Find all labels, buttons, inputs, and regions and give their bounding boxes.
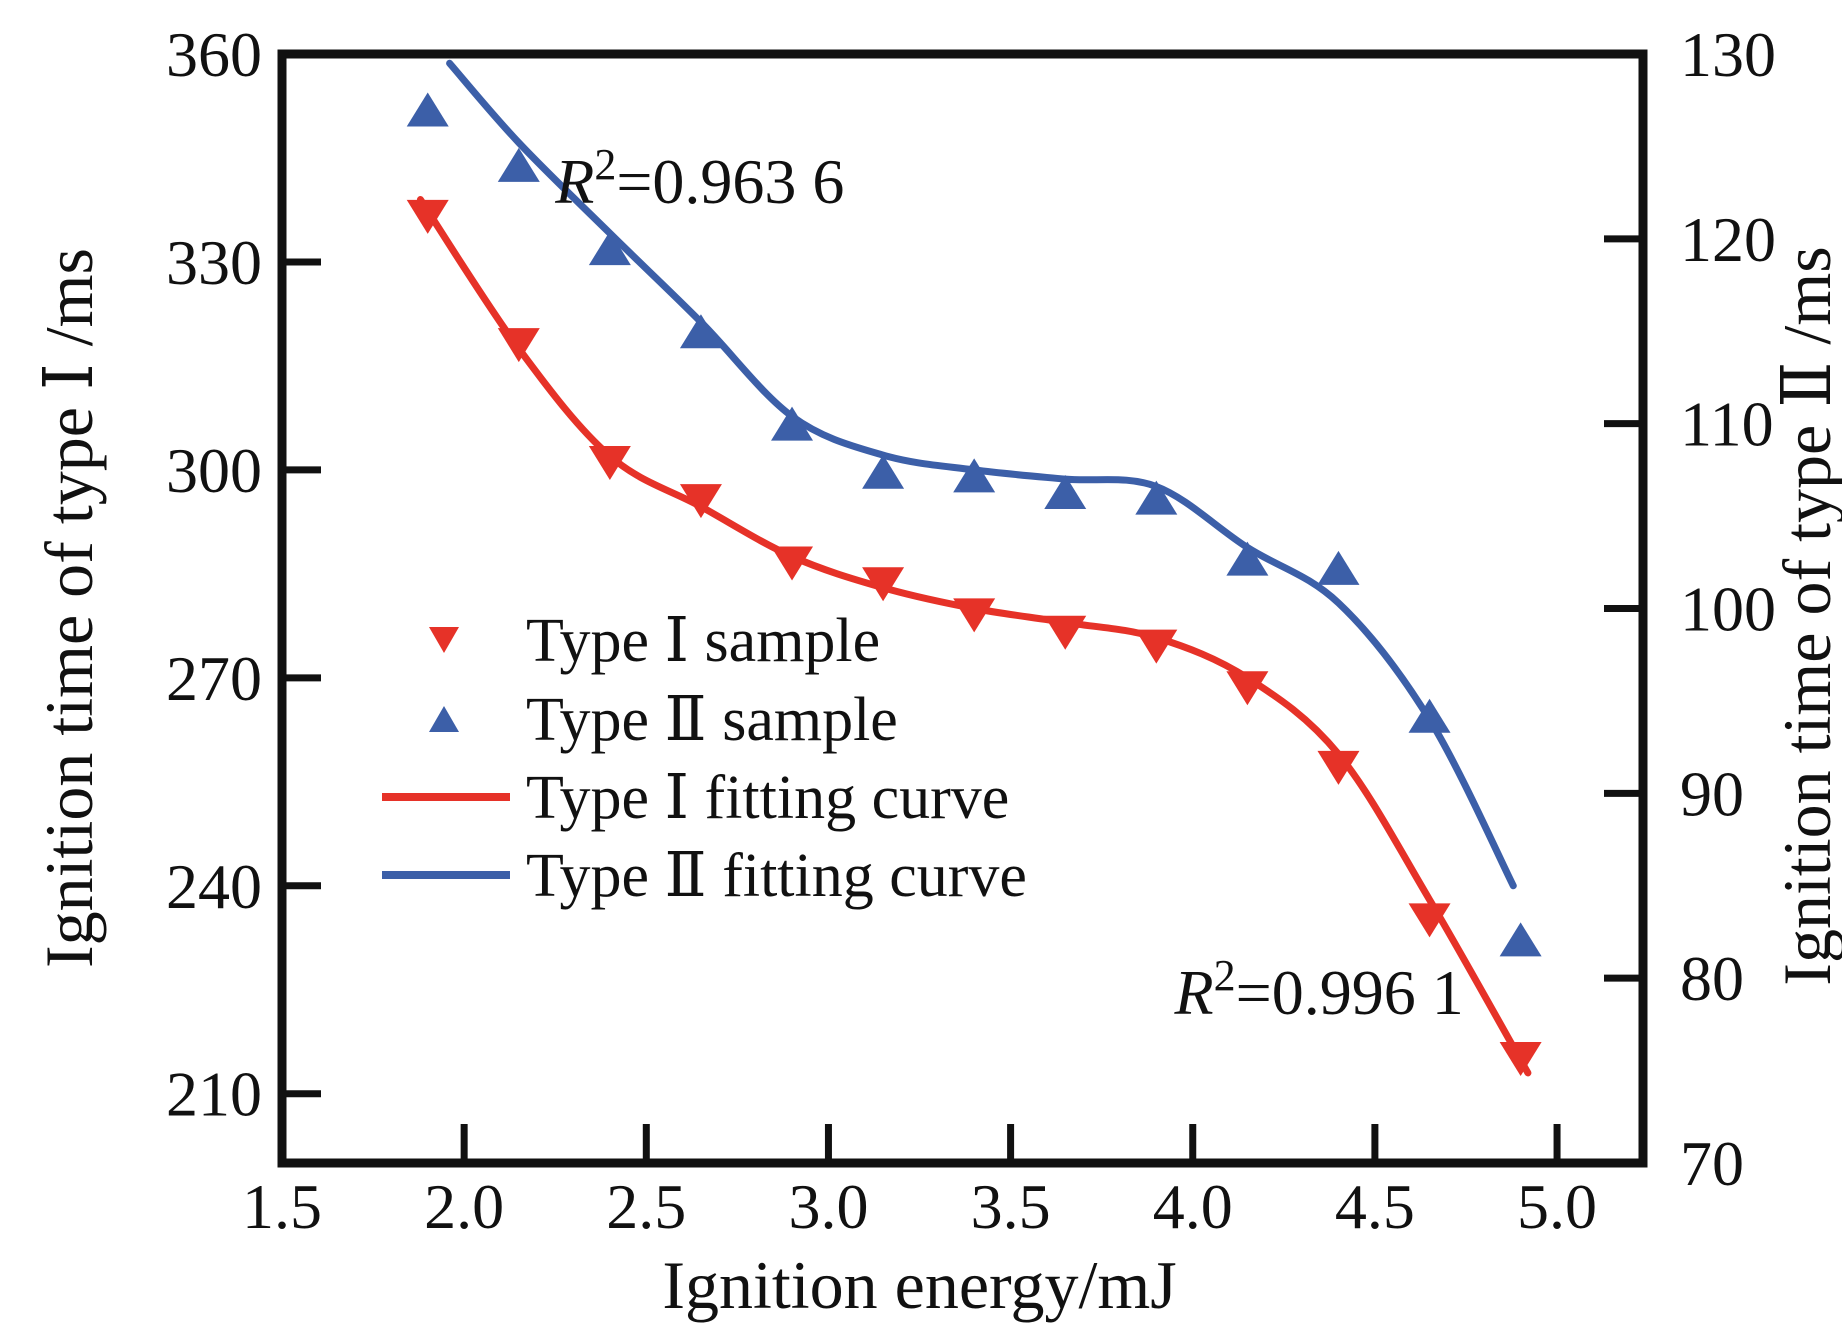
type1-sample-marker bbox=[588, 445, 631, 480]
type2-sample-marker bbox=[953, 458, 996, 493]
legend-item-3: Type Ⅰ fitting curve bbox=[382, 764, 1009, 832]
type1-sample-marker bbox=[1044, 615, 1087, 650]
type1-sample-marker bbox=[1317, 750, 1360, 785]
left-axis-tick-label: 270 bbox=[166, 643, 262, 714]
type2-sample-marker bbox=[1044, 475, 1087, 510]
left-axis-title: Ignition time of type Ⅰ /ms bbox=[40, 248, 107, 968]
left-axis-tick-label: 360 bbox=[166, 19, 262, 90]
left-axis-tick-label: 300 bbox=[166, 435, 262, 506]
type2-sample-marker bbox=[1499, 922, 1542, 957]
x-axis-title: Ignition energy/mJ bbox=[662, 1247, 1176, 1323]
x-axis-tick-label: 2.5 bbox=[606, 1171, 686, 1242]
x-axis-tick-label: 3.0 bbox=[788, 1171, 868, 1242]
type1-sample-marker bbox=[679, 484, 722, 519]
x-axis-tick-label: 1.5 bbox=[242, 1171, 322, 1242]
legend-label: Type Ⅱ sample bbox=[526, 686, 898, 754]
right-axis-tick-label: 90 bbox=[1680, 758, 1744, 829]
right-axis-tick-label: 100 bbox=[1680, 574, 1776, 645]
left-axis-tick-label: 330 bbox=[166, 227, 262, 298]
type1-sample-marker bbox=[771, 546, 814, 581]
right-axis-tick-label: 120 bbox=[1680, 204, 1776, 275]
type1-sample-marker bbox=[953, 598, 996, 633]
type2-sample-marker bbox=[497, 147, 540, 182]
legend-item-1: Type Ⅰ sample bbox=[429, 607, 880, 675]
x-axis-tick-label: 3.5 bbox=[971, 1171, 1051, 1242]
right-axis-title: Ignition time of type Ⅱ /ms bbox=[1769, 246, 1842, 985]
left-axis-tick-label: 210 bbox=[166, 1059, 262, 1130]
type1-sample-marker bbox=[1226, 671, 1269, 706]
type2-sample-marker bbox=[1135, 480, 1178, 515]
legend-label: Type Ⅱ fitting curve bbox=[526, 842, 1027, 910]
legend-label: Type Ⅰ fitting curve bbox=[526, 764, 1009, 832]
r2-type1-annotation: R2=0.996 1 bbox=[1174, 951, 1464, 1028]
legend-label: Type Ⅰ sample bbox=[526, 607, 880, 675]
chart-canvas: 210 240 270 300 330 360 70 80 90 100 110 120 130 1.5 2… bbox=[40, 19, 1842, 1323]
type1-sample-marker bbox=[1408, 903, 1451, 938]
ignition-time-chart: 210 240 270 300 330 360 70 80 90 100 110 120 130 1.5 2… bbox=[40, 16, 1842, 1327]
type2-sample-marker bbox=[862, 454, 905, 489]
type1-sample-marker bbox=[862, 567, 905, 602]
right-axis-tick-label: 70 bbox=[1680, 1128, 1744, 1199]
legend-triangle-down-icon bbox=[429, 627, 459, 653]
type2-sample-marker bbox=[1317, 550, 1360, 585]
x-axis-tick-label: 5.0 bbox=[1517, 1171, 1597, 1242]
type2-sample-marker bbox=[406, 92, 449, 127]
right-axis-tick-label: 80 bbox=[1680, 943, 1744, 1014]
r2-type2-annotation: R2=0.963 6 bbox=[554, 140, 844, 217]
legend-item-4: Type Ⅱ fitting curve bbox=[382, 842, 1027, 910]
legend-item-2: Type Ⅱ sample bbox=[429, 686, 898, 754]
type1-sample-marker bbox=[406, 199, 449, 234]
type2-sample-marker bbox=[679, 314, 722, 349]
type1-sample-marker bbox=[497, 328, 540, 363]
x-axis-tick-label: 4.5 bbox=[1335, 1171, 1415, 1242]
right-axis-tick-label: 130 bbox=[1680, 19, 1776, 90]
right-axis-tick-label: 110 bbox=[1680, 389, 1774, 460]
x-axis-tick-label: 4.0 bbox=[1153, 1171, 1233, 1242]
legend-triangle-up-icon bbox=[429, 706, 459, 732]
type2-sample-marker bbox=[588, 231, 631, 266]
left-axis-tick-label: 240 bbox=[166, 851, 262, 922]
type1-sample-marker bbox=[1499, 1042, 1542, 1077]
type1-sample-marker bbox=[1135, 629, 1178, 664]
type2-sample-marker bbox=[1226, 541, 1269, 576]
type2-sample-marker bbox=[1408, 698, 1451, 733]
x-axis-tick-label: 2.0 bbox=[424, 1171, 504, 1242]
type2-sample-marker bbox=[771, 406, 814, 441]
plot-frame bbox=[277, 49, 1648, 1168]
